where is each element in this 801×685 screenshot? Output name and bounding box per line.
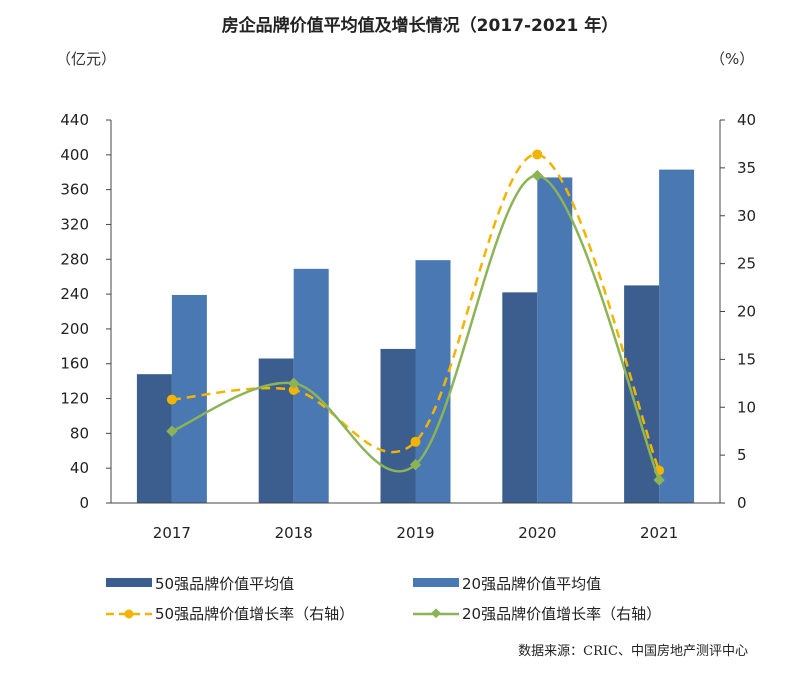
point-20-growth-2021 xyxy=(653,474,665,486)
bar-50-avg-2019 xyxy=(380,348,416,503)
right-tick-label: 0 xyxy=(737,494,747,512)
point-50-growth-2019 xyxy=(410,436,421,447)
left-tick-label: 360 xyxy=(60,181,89,199)
x-tick-label: 2020 xyxy=(518,524,556,542)
left-tick-label: 440 xyxy=(60,111,89,129)
point-50-growth-2017 xyxy=(166,394,177,405)
legend-marker-20-growth xyxy=(431,608,441,619)
source-note: 数据来源：CRIC、中国房地产测评中心 xyxy=(518,643,748,659)
legend-marker-50-growth xyxy=(124,609,134,619)
line-20-growth xyxy=(171,174,661,481)
left-tick-label: 400 xyxy=(60,146,89,164)
bar-50-avg-2020 xyxy=(502,292,538,503)
left-tick-label: 160 xyxy=(60,355,89,373)
point-20-growth-2018 xyxy=(288,377,300,389)
bar-50-avg-2017 xyxy=(136,374,172,503)
left-tick-label: 80 xyxy=(70,424,89,442)
legend-label-20-avg: 20强品牌价值平均值 xyxy=(462,575,601,593)
lines-layer xyxy=(166,149,665,486)
legend-swatch-20-avg xyxy=(413,578,459,587)
left-tick-label: 40 xyxy=(70,459,89,477)
right-tick-label: 25 xyxy=(737,255,756,273)
right-tick-label: 40 xyxy=(737,111,756,129)
point-50-growth-2020 xyxy=(532,149,543,160)
right-tick-label: 5 xyxy=(737,446,747,464)
line-50-growth xyxy=(171,153,661,471)
x-tick-label: 2018 xyxy=(275,524,313,542)
left-tick-label: 200 xyxy=(60,320,89,338)
x-axis-labels: 2017 2018 2019 2020 2021 xyxy=(153,524,678,542)
legend-label-50-growth: 50强品牌价值增长率（右轴） xyxy=(155,605,354,623)
right-axis-ticks: 0 5 10 15 20 25 30 35 40 xyxy=(720,111,756,512)
legend: 50强品牌价值平均值 20强品牌价值平均值 50强品牌价值增长率（右轴） 20强… xyxy=(106,575,661,623)
left-tick-label: 0 xyxy=(79,494,89,512)
point-20-growth-2017 xyxy=(166,425,178,437)
right-tick-label: 35 xyxy=(737,159,756,177)
x-tick-label: 2017 xyxy=(153,524,191,542)
legend-label-50-avg: 50强品牌价值平均值 xyxy=(155,575,294,593)
x-tick-label: 2021 xyxy=(640,524,678,542)
right-tick-label: 20 xyxy=(737,303,756,321)
left-axis-ticks: 0 40 80 120 160 200 240 280 320 360 400 440 xyxy=(60,111,111,512)
bars-layer xyxy=(136,169,695,503)
chart-title: 房企品牌价值平均值及增长情况（2017-2021 年） xyxy=(222,15,619,36)
left-tick-label: 120 xyxy=(60,390,89,408)
point-20-growth-2020 xyxy=(531,169,543,182)
point-50-growth-2018 xyxy=(288,385,299,396)
bar-20-avg-2020 xyxy=(537,177,573,503)
bar-50-avg-2021 xyxy=(624,285,660,503)
bar-50-avg-2018 xyxy=(258,358,294,503)
left-axis-unit: （亿元） xyxy=(56,50,116,68)
legend-swatch-50-avg xyxy=(106,578,152,587)
right-tick-label: 30 xyxy=(737,207,756,225)
right-tick-label: 15 xyxy=(737,350,756,368)
left-tick-label: 240 xyxy=(60,285,89,303)
bar-20-avg-2021 xyxy=(659,169,695,503)
right-axis-unit: （%） xyxy=(710,50,754,68)
point-20-growth-2019 xyxy=(409,459,422,471)
x-tick-label: 2019 xyxy=(396,524,434,542)
left-tick-label: 280 xyxy=(60,250,89,268)
legend-label-20-growth: 20强品牌价值增长率（右轴） xyxy=(462,605,661,623)
left-tick-label: 320 xyxy=(60,215,89,233)
right-tick-label: 10 xyxy=(737,398,756,416)
